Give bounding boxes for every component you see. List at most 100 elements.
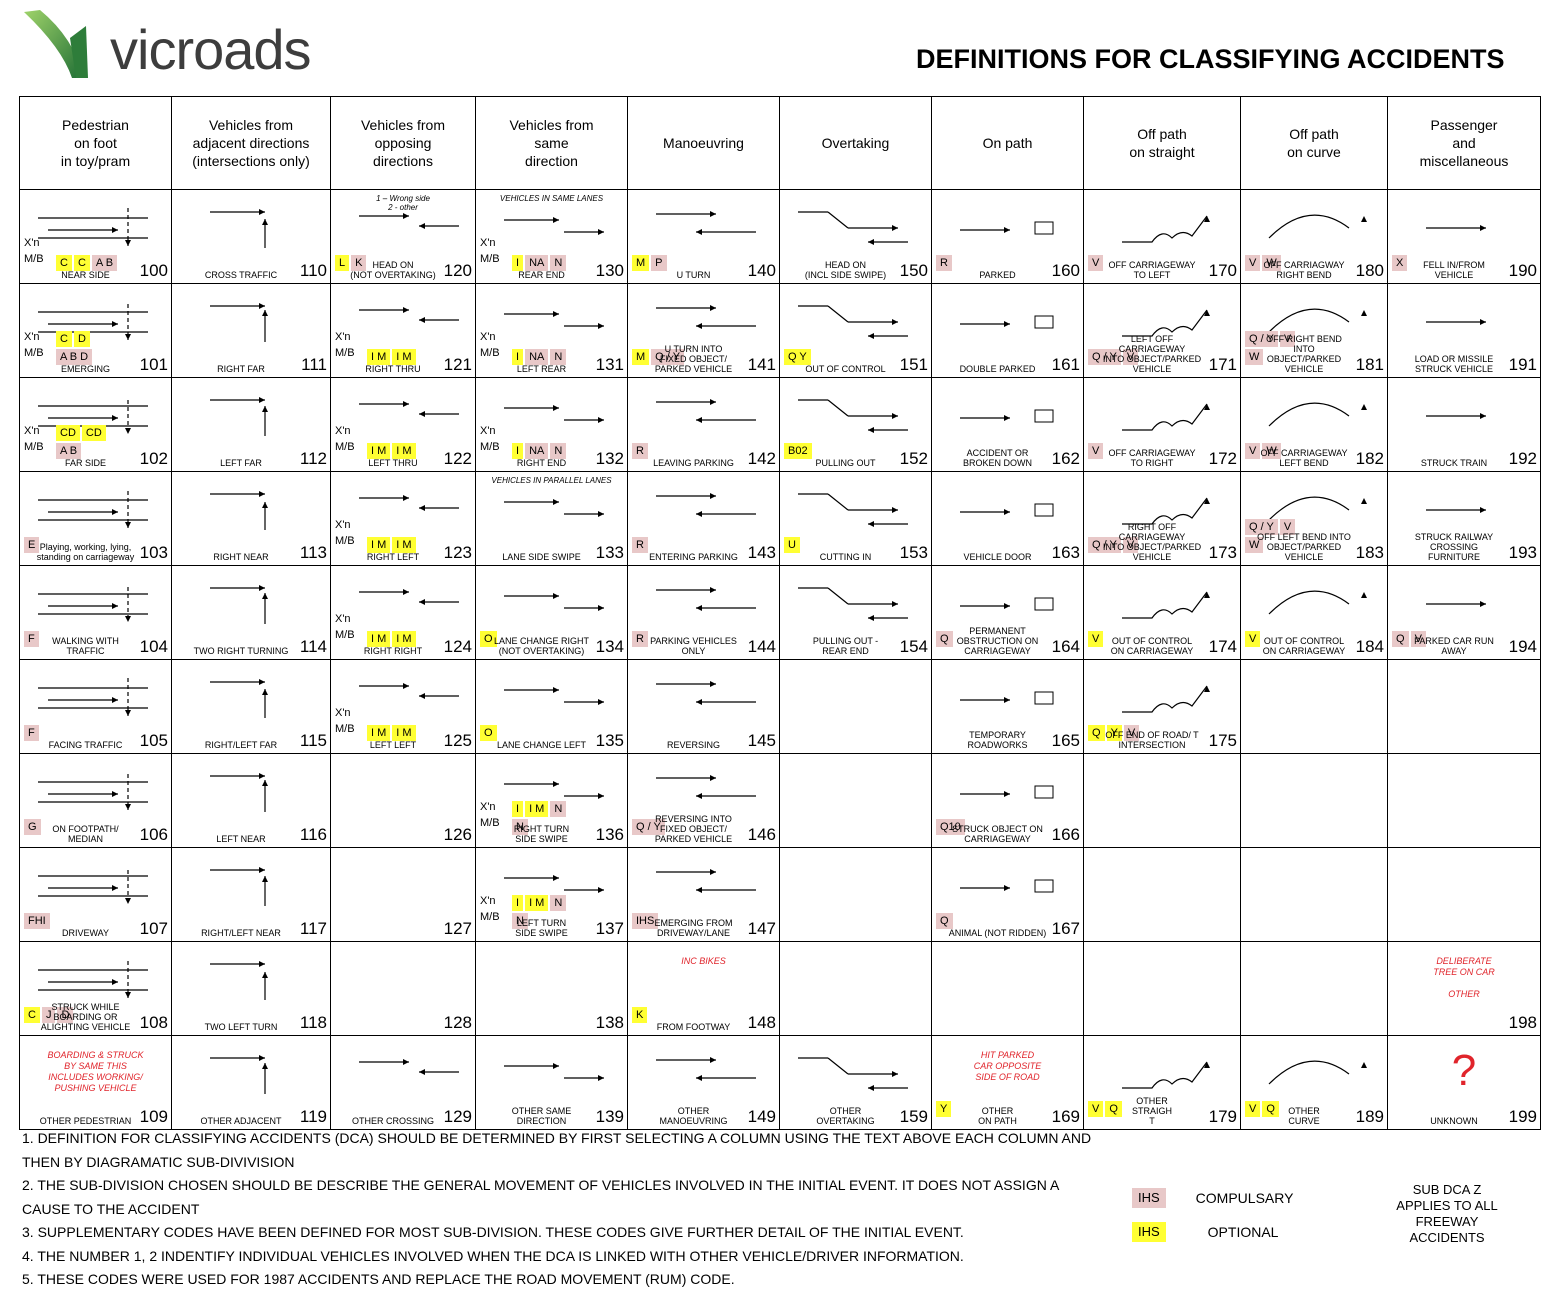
column-header: Vehicles from adjacent directions (inter… xyxy=(171,96,331,190)
compulsory-code-tag: X xyxy=(1392,255,1408,271)
compulsory-code-tag: A B xyxy=(91,255,118,271)
cell-label: RIGHT LEFT xyxy=(366,552,420,562)
cell-label: RIGHT OFF CARRIAGEWAY INTO OBJECT/PARKED… xyxy=(1102,522,1202,562)
movement-diagram-icon xyxy=(359,307,459,323)
compulsory-code-tag: W xyxy=(1245,537,1264,553)
compulsory-code-tag: V xyxy=(1410,631,1426,647)
dca-cell: X'n M/B C D A B D EMERGING 101 xyxy=(19,283,172,378)
optional-code-tag: I xyxy=(512,895,524,911)
optional-code-tag: Q xyxy=(1088,725,1105,741)
cell-label: ACCIDENT OR BROKEN DOWN xyxy=(962,448,1032,468)
dca-code: 159 xyxy=(899,1107,928,1126)
dca-cell: CROSS TRAFFIC 110 xyxy=(171,189,331,284)
dca-code: 166 xyxy=(1051,825,1080,844)
movement-diagram-icon xyxy=(504,217,604,235)
dca-code: 135 xyxy=(595,731,624,750)
dca-code: 105 xyxy=(139,731,168,750)
vicroads-logo-mark-icon xyxy=(24,10,88,78)
compulsory-code-tag: W xyxy=(1245,349,1264,365)
compulsory-code-tag: R xyxy=(936,255,952,271)
optional-code-tag: Y xyxy=(1106,725,1122,741)
dca-code: 146 xyxy=(747,825,776,844)
compulsory-code-tag: A B D xyxy=(56,349,93,365)
optional-code-tag: C xyxy=(56,331,72,347)
movement-diagram-icon xyxy=(798,305,908,339)
cell-label: ENTERING PARKING xyxy=(649,552,738,562)
mb-label: M/B xyxy=(24,253,44,265)
cell-label: OFF RIGHT BEND INTO OBJECT/PARKED VEHICL… xyxy=(1266,334,1342,374)
compulsory-code-tag: Q xyxy=(1392,631,1409,647)
dca-cell: ? UNKNOWN 199 xyxy=(1387,1035,1541,1130)
supplementary-codes: K xyxy=(632,1007,648,1023)
dca-code: 175 xyxy=(1208,731,1237,750)
mb-label: M/B xyxy=(24,347,44,359)
dca-code: 147 xyxy=(747,919,776,938)
mb-label: M/B xyxy=(480,911,500,923)
dca-cell xyxy=(1240,659,1388,754)
dca-code: 107 xyxy=(139,919,168,938)
optional-code-tag: V xyxy=(1245,631,1261,647)
optional-code-tag: CD xyxy=(81,425,106,441)
dca-cell: X FELL IN/FROM VEHICLE 190 xyxy=(1387,189,1541,284)
cell-red-note: HIT PARKED CAR OPPOSITE SIDE OF ROAD xyxy=(973,1050,1042,1082)
dca-code: 141 xyxy=(747,355,776,374)
movement-diagram-icon xyxy=(1426,319,1486,325)
dca-code: 142 xyxy=(747,449,776,468)
dca-code: 121 xyxy=(443,355,472,374)
movement-diagram-icon xyxy=(798,1057,908,1091)
dca-code: 150 xyxy=(899,261,928,280)
dca-code: 134 xyxy=(595,637,624,656)
optional-code-tag: D xyxy=(73,331,90,347)
legend-compulsory-label: COMPULSARY xyxy=(1195,1190,1294,1206)
cell-label: FROM FOOTWAY xyxy=(656,1022,731,1032)
optional-code-tag: B02 xyxy=(784,443,812,459)
movement-diagram-icon xyxy=(359,213,459,229)
dca-cell: X'n M/B C C A B NEAR SIDE 100 xyxy=(19,189,172,284)
mb-label: M/B xyxy=(480,817,500,829)
dca-code: 124 xyxy=(443,637,472,656)
note-item: 2. THE SUB-DIVISION CHOSEN SHOULD BE DES… xyxy=(22,1177,1059,1217)
cell-label: PARKED xyxy=(979,270,1016,280)
dca-cell xyxy=(1240,753,1388,848)
dca-code: 140 xyxy=(747,261,776,280)
dca-cell: VEHICLE DOOR 163 xyxy=(931,471,1084,566)
supplementary-codes: F xyxy=(24,725,39,741)
dca-cell: V OUT OF CONTROL ON CARRIAGEWAY 184 xyxy=(1240,565,1388,660)
movement-diagram-icon xyxy=(960,879,1054,893)
movement-diagram-icon xyxy=(1122,403,1210,431)
cell-label: TEMPORARY ROADWORKS xyxy=(967,730,1028,750)
cell-label: OFF CARRIAGEWAY TO LEFT xyxy=(1108,260,1196,280)
supplementary-codes: V xyxy=(1088,255,1104,271)
movement-diagram-icon xyxy=(38,870,148,904)
cell-label: CUTTING IN xyxy=(819,552,872,562)
supplementary-codes: Q xyxy=(936,913,953,929)
compulsory-code-tag: W xyxy=(1262,255,1281,271)
xn-label: X'n xyxy=(335,425,351,437)
dca-code: 199 xyxy=(1508,1107,1537,1126)
cell-label: OFF LEFT BEND INTO OBJECT/PARKED VEHICLE xyxy=(1257,532,1351,562)
dca-code: 128 xyxy=(443,1013,472,1032)
supplementary-codes: Q10 xyxy=(936,819,965,835)
cell-label: EMERGING FROM DRIVEWAY/LANE xyxy=(654,918,733,938)
movement-diagram-icon xyxy=(38,491,148,528)
optional-code-tag: C xyxy=(73,255,90,271)
cell-label: RIGHT/LEFT FAR xyxy=(204,740,278,750)
cell-label: LEFT FAR xyxy=(220,458,262,468)
xn-label: X'n xyxy=(480,895,496,907)
dca-cell: VEHICLES IN SAME LANES X'n M/B I NA N REAR END… xyxy=(475,189,628,284)
optional-code-tag: I xyxy=(512,349,524,365)
movement-diagram-icon xyxy=(1122,591,1210,619)
cell-label: LANE CHANGE LEFT xyxy=(496,740,587,750)
dca-cell: F WALKING WITH TRAFFIC 104 xyxy=(19,565,172,660)
movement-diagram-icon xyxy=(1426,601,1486,607)
movement-diagram-icon xyxy=(1268,1060,1367,1085)
optional-code-tag: C xyxy=(56,255,72,271)
dca-code: 171 xyxy=(1208,355,1237,374)
movement-diagram-icon xyxy=(1122,215,1210,243)
dca-code: 180 xyxy=(1355,261,1384,280)
cell-label: REVERSING xyxy=(666,740,720,750)
dca-cell: V W OFF CARRIAGWAY RIGHT BEND 180 xyxy=(1240,189,1388,284)
